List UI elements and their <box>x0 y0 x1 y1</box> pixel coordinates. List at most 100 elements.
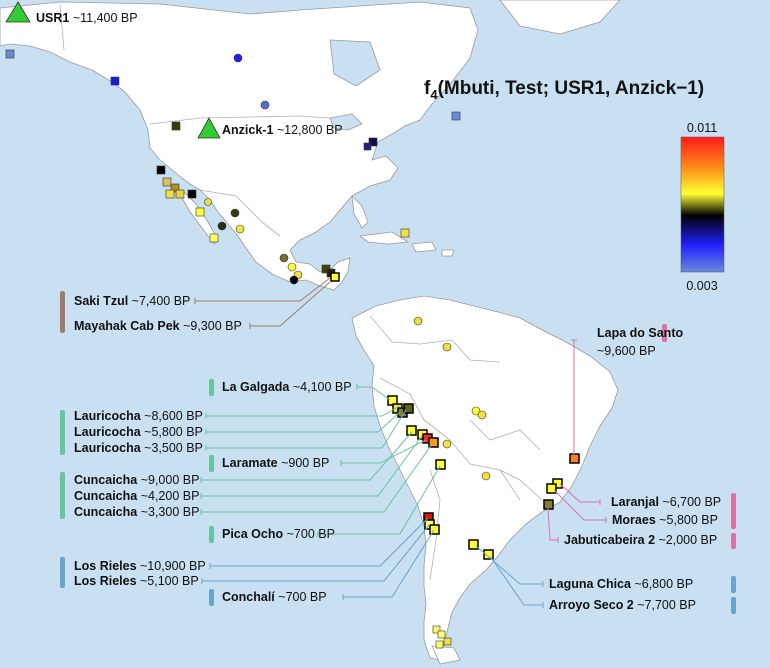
sample-square <box>435 640 444 649</box>
label-mayahak-cab-pek: Mayahak Cab Pek ~9,300 BP <box>74 319 242 333</box>
label-moraes: Moraes ~5,800 BP <box>612 513 718 527</box>
sample-square <box>443 637 452 646</box>
sample-circle <box>230 208 240 218</box>
sample-circle <box>413 316 423 326</box>
title-arguments: (Mbuti, Test; USR1, Anzick−1) <box>438 78 705 99</box>
bar-laguna <box>731 576 736 593</box>
leader-lauricocha-1 <box>206 407 397 417</box>
sample-square <box>110 76 120 86</box>
sample-circle <box>260 100 270 110</box>
label-los-rieles-1: Los Rieles ~10,900 BP <box>74 559 206 573</box>
sample-square <box>165 189 175 199</box>
bar-conchali <box>209 589 214 606</box>
usr1-triangle-icon <box>5 1 31 23</box>
label-jabuticabeira-2: Jabuticabeira 2 ~2,000 BP <box>564 533 717 547</box>
bar-laranjal <box>731 493 736 529</box>
label-cuncaicha-2: Cuncaicha ~4,200 BP <box>74 489 199 503</box>
sample-square <box>363 142 372 151</box>
leader-conchali <box>343 529 435 598</box>
hispaniola <box>411 241 437 253</box>
conchali-point <box>429 524 440 535</box>
sample-square <box>437 630 446 639</box>
sample-circle <box>289 275 299 285</box>
label-laranjal: Laranjal ~6,700 BP <box>611 495 721 509</box>
sample-square <box>330 272 340 282</box>
leader-lines <box>194 277 607 608</box>
leader-lauricocha-2 <box>206 411 401 433</box>
sample-circle <box>235 224 245 234</box>
group-bars <box>60 291 736 614</box>
bar-cuncaicha <box>60 472 65 519</box>
anzick-name: Anzick-1 <box>222 123 273 137</box>
sample-square <box>156 165 166 175</box>
moraes-point <box>546 483 557 494</box>
anzick-triangle-icon <box>197 117 221 139</box>
sample-square <box>195 207 205 217</box>
label-pica-ocho: Pica Ocho ~700 BP <box>222 527 335 541</box>
sample-circle <box>217 221 227 231</box>
anzick-age: ~12,800 BP <box>273 123 342 137</box>
label-lauricocha-3: Lauricocha ~3,500 BP <box>74 441 203 455</box>
label-cuncaicha-3: Cuncaicha ~3,300 BP <box>74 505 199 519</box>
florida <box>351 194 369 229</box>
leader-laguna <box>475 545 543 585</box>
label-cuncaicha-1: Cuncaicha ~9,000 BP <box>74 473 199 487</box>
label-conchali: Conchalí ~700 BP <box>222 590 327 604</box>
label-laguna-chica: Laguna Chica ~6,800 BP <box>549 577 693 591</box>
jabuticabeira-point <box>543 499 554 510</box>
leader-cuncaicha-2 <box>201 435 423 497</box>
lauricocha-point <box>403 403 414 414</box>
leader-laramate <box>341 439 427 464</box>
colorbar: 0.011 0.003 <box>680 121 725 293</box>
leader-jabuticabeira <box>547 507 558 541</box>
bar-saki <box>60 291 65 333</box>
sample-square <box>368 137 378 147</box>
title-subscript: 4 <box>430 87 438 102</box>
leader-mayahak <box>250 281 331 327</box>
sample-square <box>170 183 180 193</box>
bar-lauricocha <box>60 410 65 455</box>
label-laramate: Laramate ~900 BP <box>222 456 329 470</box>
bar-jabuticabeira <box>731 533 736 549</box>
colorbar-min-label: 0.003 <box>686 279 717 293</box>
sample-square <box>175 189 185 199</box>
sample-circle <box>481 471 491 481</box>
cuncaicha-point <box>428 437 439 448</box>
bar-rieles <box>60 557 65 588</box>
label-los-rieles-2: Los Rieles ~5,100 BP <box>74 574 199 588</box>
reference-samples: USR1 ~11,400 BP Anzick-1 ~12,800 BP <box>5 1 343 139</box>
bar-galgada <box>209 379 214 396</box>
sample-square <box>162 177 172 187</box>
leader-lauricocha-3 <box>206 409 407 449</box>
sample-square <box>451 111 461 121</box>
leader-saki <box>195 277 331 302</box>
cuncaicha-point <box>406 425 417 436</box>
sample-points <box>5 49 491 649</box>
title-f: f <box>424 78 431 99</box>
leader-cuncaicha-1 <box>201 431 413 481</box>
label-lapa-do-santo-age: ~9,600 BP <box>597 344 656 358</box>
sample-circle <box>233 53 243 63</box>
map-title: f4(Mbuti, Test; USR1, Anzick−1) <box>424 78 704 102</box>
bar-pica <box>209 526 214 543</box>
bar-lapa <box>662 324 667 342</box>
sample-square <box>171 121 181 131</box>
sample-circle <box>442 439 452 449</box>
sample-circle <box>204 198 212 206</box>
leader-pica <box>318 465 441 535</box>
label-lauricocha-1: Lauricocha ~8,600 BP <box>74 409 203 423</box>
laguna-chica-point <box>468 539 479 550</box>
sample-square <box>432 625 441 634</box>
sample-circle <box>279 253 289 263</box>
sample-circle <box>442 342 452 352</box>
bar-laramate <box>209 455 214 472</box>
anzick-label: Anzick-1 ~12,800 BP <box>222 123 343 137</box>
pica-ocho-point <box>435 459 446 470</box>
colorbar-max-label: 0.011 <box>687 121 717 135</box>
leader-moraes <box>553 489 606 521</box>
site-labels: Saki Tzul ~7,400 BP Mayahak Cab Pek ~9,3… <box>74 294 721 612</box>
leader-cuncaicha-3 <box>201 443 433 513</box>
leader-arroyo <box>489 555 543 606</box>
leader-rieles-2 <box>202 523 431 582</box>
